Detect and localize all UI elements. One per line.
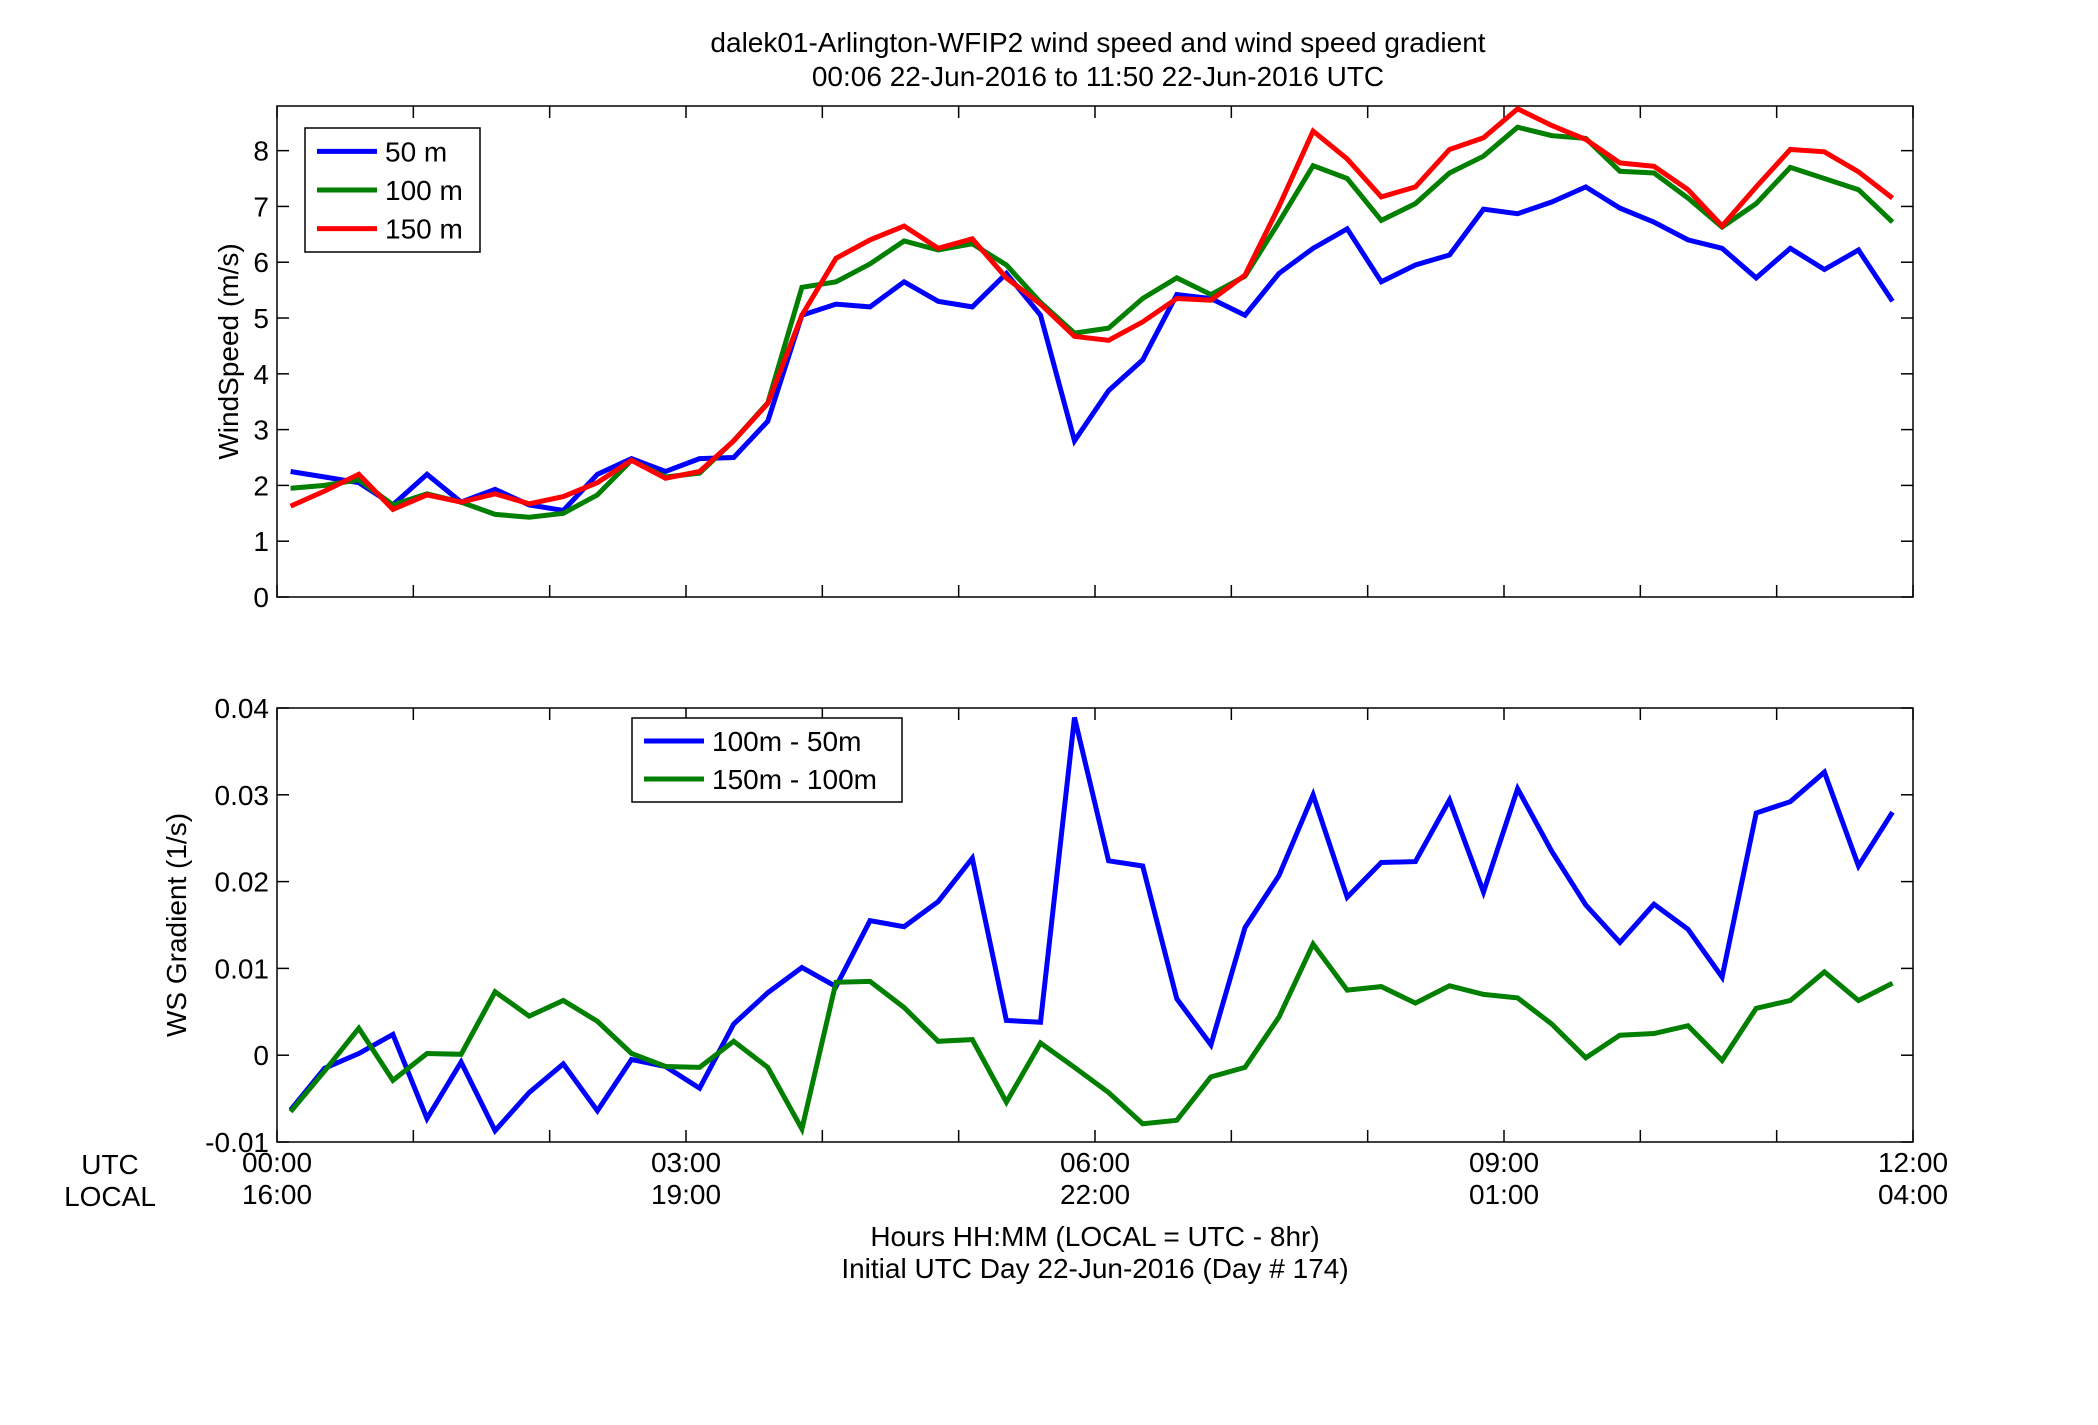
legend-label: 100m - 50m: [712, 726, 861, 757]
series-line-100m-50m: [288, 716, 1895, 1136]
chart-title-line1: dalek01-Arlington-WFIP2 wind speed and w…: [710, 27, 1485, 58]
y-tick-label: 7: [253, 191, 269, 222]
local-row-label: LOCAL: [64, 1181, 156, 1212]
gradient-panel: -0.01 0 0.01 0.02 0.03 0.04 WS Gradient (1/s) 1…: [161, 693, 1914, 1158]
series-line-100-m: [290, 124, 1895, 520]
local-tick-label: 22:00: [1060, 1179, 1130, 1210]
y-tick-label: 2: [253, 470, 269, 501]
utc-tick-label: 06:00: [1060, 1147, 1130, 1178]
y-tick-label: 0.02: [215, 867, 270, 898]
utc-row-label: UTC: [81, 1149, 139, 1180]
y-tick-label: 1: [253, 526, 269, 557]
y-tick-label: 0.03: [215, 780, 270, 811]
y-tick-label: 0: [253, 582, 269, 613]
y-tick-label: -0.01: [205, 1127, 269, 1158]
utc-tick-label: 09:00: [1469, 1147, 1539, 1178]
y-tick-label: 8: [253, 136, 269, 167]
legend-label: 50 m: [385, 136, 447, 167]
legend-box: [631, 717, 903, 803]
utc-tick-label: 12:00: [1878, 1147, 1948, 1178]
legend-label: 150m - 100m: [712, 764, 877, 795]
series-line-150-m: [289, 105, 1895, 513]
local-tick-label: 16:00: [242, 1179, 312, 1210]
x-axis-time-labels: UTC LOCAL 00:00 03:00 06:00 09:00 12:00 …: [64, 1147, 1948, 1284]
x-axis-label-line2: Initial UTC Day 22-Jun-2016 (Day # 174): [841, 1253, 1348, 1284]
y-tick-label: 0.04: [215, 693, 270, 724]
local-tick-label: 01:00: [1469, 1179, 1539, 1210]
y-tick-label: 0: [253, 1040, 269, 1071]
y-axis-label: WS Gradient (1/s): [161, 813, 192, 1037]
utc-tick-label: 00:00: [242, 1147, 312, 1178]
series-line-50-m: [290, 184, 1895, 514]
y-tick-label: 5: [253, 303, 269, 334]
utc-tick-label: 03:00: [651, 1147, 721, 1178]
y-axis-label: WindSpeed (m/s): [213, 243, 244, 459]
y-tick-label: 3: [253, 415, 269, 446]
series-line-150m-100m: [288, 939, 1894, 1136]
y-tick-label: 0.01: [215, 953, 270, 984]
legend: 50 m 100 m 150 m: [304, 127, 481, 253]
x-axis-label-line1: Hours HH:MM (LOCAL = UTC - 8hr): [870, 1221, 1319, 1252]
windspeed-panel: 0 1 2 3 4 5 6 7 8 WindSpeed (m/s) 50 m 100 m 150 m: [213, 105, 1914, 613]
legend: 100m - 50m 150m - 100m: [631, 717, 903, 803]
local-tick-label: 04:00: [1878, 1179, 1948, 1210]
legend-label: 100 m: [385, 175, 463, 206]
y-tick-label: 4: [253, 359, 269, 390]
chart-title-line2: 00:06 22-Jun-2016 to 11:50 22-Jun-2016 U…: [812, 61, 1384, 92]
local-tick-label: 19:00: [651, 1179, 721, 1210]
legend-label: 150 m: [385, 214, 463, 245]
y-tick-label: 6: [253, 247, 269, 278]
